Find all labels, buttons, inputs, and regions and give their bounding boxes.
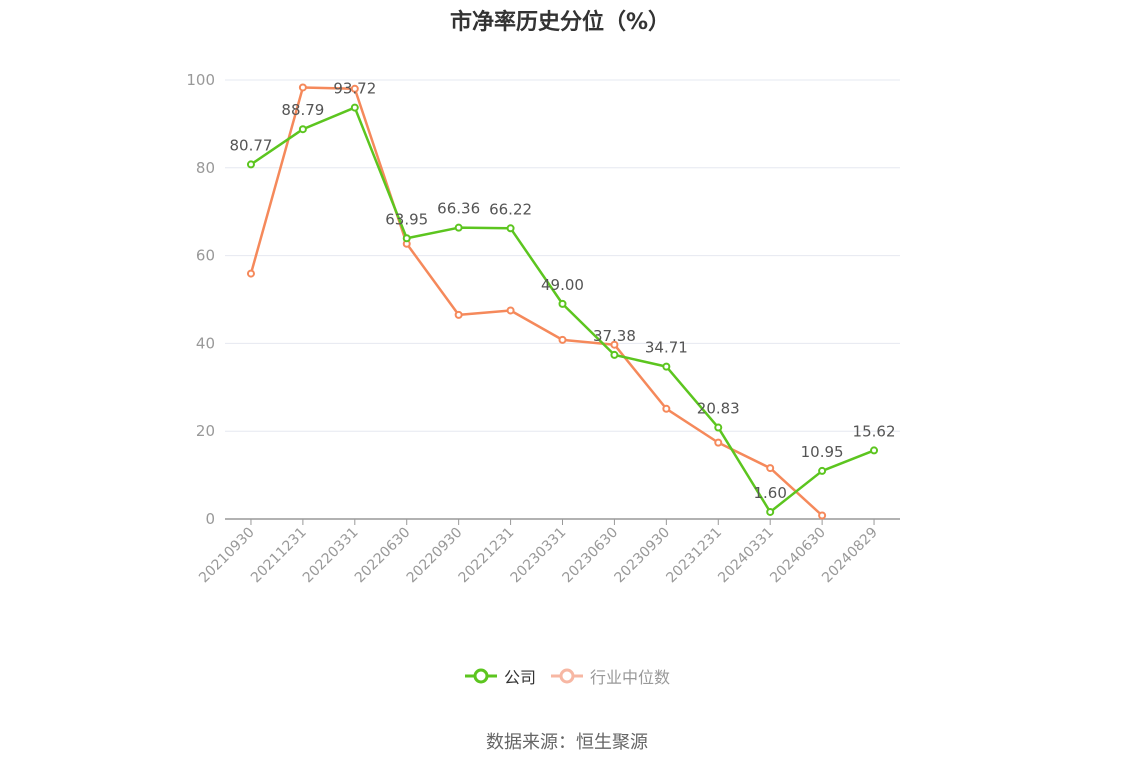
data-label: 10.95 <box>801 443 844 461</box>
data-point-company <box>402 234 411 243</box>
data-labels: 80.77 88.79 93.72 63.95 66.36 66.22 49.00 37.38… <box>229 80 895 502</box>
x-tick-label: 20221231 <box>456 525 518 587</box>
data-label: 66.22 <box>489 200 532 218</box>
x-tick-label: 20230930 <box>611 525 673 587</box>
chart-title: 市净率历史分位（%） <box>449 10 671 35</box>
legend-item-company[interactable]: 公司 <box>464 664 536 688</box>
data-label: 63.95 <box>385 210 428 228</box>
data-point-company <box>610 350 619 359</box>
data-label: 1.60 <box>753 484 786 502</box>
x-tick-label: 20220930 <box>404 525 466 587</box>
data-label: 15.62 <box>853 422 896 440</box>
data-label: 80.77 <box>229 136 272 154</box>
data-label: 37.38 <box>593 327 636 345</box>
y-tick-label: 20 <box>196 422 215 440</box>
data-label: 34.71 <box>645 339 688 357</box>
data-point-company <box>662 362 671 371</box>
data-point-industry <box>558 335 567 344</box>
data-label: 20.83 <box>697 400 740 418</box>
data-point-industry <box>818 511 827 520</box>
y-tick-label: 80 <box>196 159 215 177</box>
x-tick-label: 20231231 <box>663 525 725 587</box>
data-point-company <box>766 507 775 516</box>
x-tick-label: 20240630 <box>767 525 829 587</box>
data-point-company <box>246 160 255 169</box>
legend-company-marker-icon <box>464 668 497 684</box>
legend-industry-marker-icon <box>551 668 583 684</box>
data-label: 88.79 <box>281 101 324 119</box>
data-point-company <box>558 299 567 308</box>
y-tick-label: 60 <box>196 247 215 265</box>
grid-lines <box>225 79 900 432</box>
data-point-company <box>454 223 463 232</box>
y-tick-label: 40 <box>196 334 215 352</box>
data-label: 93.72 <box>333 80 376 98</box>
data-point-industry <box>454 310 463 319</box>
series-line-industry <box>249 86 823 517</box>
data-point-industry <box>298 83 307 92</box>
data-label: 49.00 <box>541 276 584 294</box>
data-point-industry <box>766 464 775 473</box>
y-tick-label: 100 <box>186 71 215 89</box>
x-tick-label: 20240829 <box>819 525 881 587</box>
x-tick-label: 20230331 <box>508 525 570 587</box>
data-point-company <box>506 224 515 233</box>
x-tick-label: 20211231 <box>248 525 310 587</box>
data-point-industry <box>610 340 619 349</box>
y-tick-label: 0 <box>205 510 215 528</box>
x-tick-label: 20220331 <box>300 525 362 587</box>
x-tick-label: 20240331 <box>715 525 777 587</box>
source-note: 数据来源：恒生聚源 <box>486 732 648 753</box>
data-point-company <box>714 423 723 432</box>
data-point-company <box>298 125 307 134</box>
x-tick-label: 20210930 <box>196 525 258 587</box>
series-lines <box>246 83 879 520</box>
legend-label-industry: 行业中位数 <box>590 668 671 687</box>
data-point-industry <box>714 438 723 447</box>
data-point-company <box>870 446 879 455</box>
data-point-industry <box>506 306 515 315</box>
legend-label-company: 公司 <box>503 668 536 687</box>
data-label: 66.36 <box>437 200 480 218</box>
data-point-company <box>350 103 359 112</box>
data-point-industry <box>246 269 255 278</box>
data-point-company <box>818 466 827 475</box>
legend: 公司 行业中位数 <box>0 664 1134 688</box>
x-tick-label: 20220630 <box>352 525 414 587</box>
line-chart: 0204060801002021093020211231202203312022… <box>186 71 900 587</box>
x-tick-label: 20230630 <box>560 525 622 587</box>
data-point-industry <box>350 84 359 93</box>
legend-item-industry[interactable]: 行业中位数 <box>550 664 670 688</box>
data-point-industry <box>662 404 671 413</box>
